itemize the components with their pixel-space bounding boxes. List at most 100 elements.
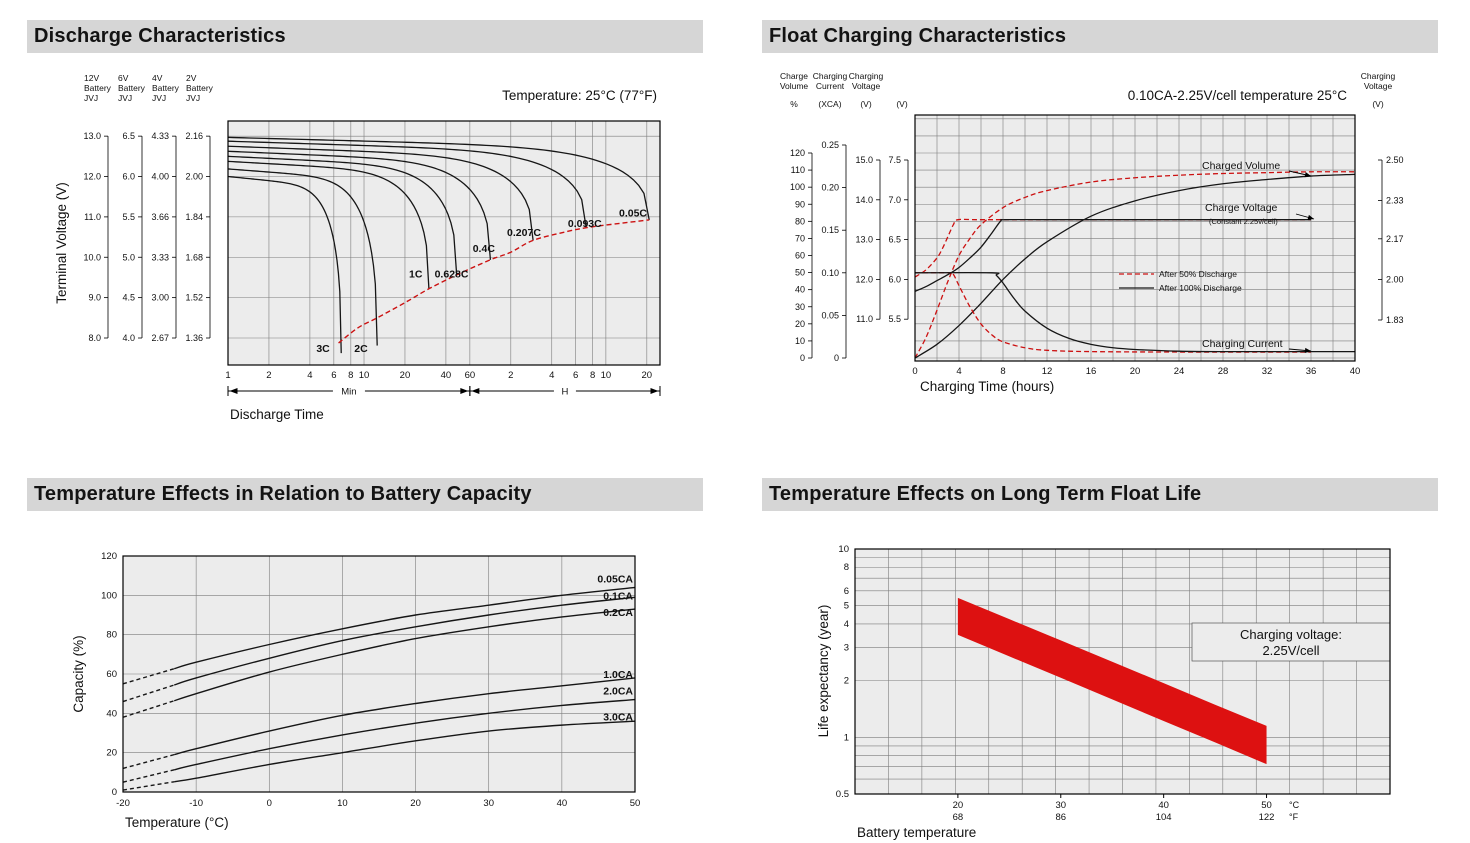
svg-text:Charge: Charge — [780, 71, 808, 81]
float-life-section-header: Temperature Effects on Long Term Float L… — [762, 478, 1438, 511]
svg-text:7.5: 7.5 — [888, 155, 901, 165]
svg-text:15.0: 15.0 — [855, 155, 873, 165]
svg-text:40: 40 — [106, 708, 117, 719]
svg-text:6: 6 — [844, 586, 849, 597]
svg-text:2: 2 — [266, 370, 271, 381]
svg-text:7.0: 7.0 — [888, 195, 901, 205]
svg-text:Charging: Charging — [849, 71, 884, 81]
svg-text:13.0: 13.0 — [83, 131, 101, 141]
svg-text:68: 68 — [953, 812, 964, 823]
svg-text:2: 2 — [844, 676, 849, 687]
svg-text:100: 100 — [101, 590, 117, 601]
svg-text:12V: 12V — [84, 73, 99, 83]
svg-text:1.68: 1.68 — [185, 252, 203, 262]
svg-text:Charging Time (hours): Charging Time (hours) — [920, 379, 1054, 394]
svg-text:Battery: Battery — [152, 83, 180, 93]
svg-text:JVJ: JVJ — [84, 93, 98, 103]
svg-text:-20: -20 — [116, 798, 130, 809]
svg-text:100: 100 — [790, 182, 805, 192]
svg-text:°F: °F — [1289, 812, 1299, 822]
svg-text:0: 0 — [912, 366, 917, 377]
svg-text:1: 1 — [225, 370, 230, 381]
svg-text:11.0: 11.0 — [856, 314, 873, 324]
svg-text:20: 20 — [400, 370, 411, 381]
svg-text:28: 28 — [1218, 366, 1229, 377]
svg-text:30: 30 — [483, 798, 494, 809]
svg-text:60: 60 — [795, 251, 805, 261]
svg-text:2.00: 2.00 — [185, 172, 203, 182]
svg-text:24: 24 — [1174, 366, 1185, 377]
svg-text:30: 30 — [795, 302, 805, 312]
svg-text:4: 4 — [307, 370, 312, 381]
svg-text:Current: Current — [816, 81, 845, 91]
svg-text:Temperature: 25°C (77°F): Temperature: 25°C (77°F) — [502, 88, 657, 103]
svg-text:8: 8 — [590, 370, 595, 381]
discharge-section-header: Discharge Characteristics — [27, 20, 703, 53]
svg-text:3C: 3C — [316, 343, 330, 355]
svg-text:Temperature (°C): Temperature (°C) — [125, 815, 229, 830]
svg-text:(V): (V) — [860, 99, 872, 109]
svg-text:6.5: 6.5 — [888, 235, 901, 245]
capacity-section-header: Temperature Effects in Relation to Batte… — [27, 478, 703, 511]
svg-text:3.33: 3.33 — [151, 252, 169, 262]
svg-text:6.5: 6.5 — [122, 131, 135, 141]
svg-text:120: 120 — [790, 148, 805, 158]
svg-text:6V: 6V — [118, 73, 129, 83]
float-charging-section-header: Float Charging Characteristics — [762, 20, 1438, 53]
svg-text:40: 40 — [441, 370, 452, 381]
svg-text:Life expectancy (year): Life expectancy (year) — [816, 605, 831, 738]
svg-text:0.628C: 0.628C — [435, 268, 469, 280]
svg-text:8: 8 — [1000, 366, 1005, 377]
svg-text:0: 0 — [112, 787, 117, 798]
svg-text:Charging: Charging — [1361, 71, 1396, 81]
svg-text:3.0CA: 3.0CA — [603, 711, 633, 723]
svg-text:5.0: 5.0 — [122, 252, 135, 262]
svg-text:0.10CA-2.25V/cell temperature: 0.10CA-2.25V/cell temperature 25°C — [1128, 88, 1348, 103]
svg-text:After 50% Discharge: After 50% Discharge — [1159, 269, 1237, 279]
svg-text:4: 4 — [549, 370, 554, 381]
svg-text:2.16: 2.16 — [185, 131, 203, 141]
svg-text:10: 10 — [359, 370, 370, 381]
svg-text:JVJ: JVJ — [152, 93, 166, 103]
svg-text:4.33: 4.33 — [151, 131, 169, 141]
svg-text:Battery: Battery — [84, 83, 112, 93]
svg-text:1: 1 — [844, 732, 849, 743]
discharge-chart: 1 2 4 6 8 10 20 40 60 2 4 6 8 10 20 13.0 12.0 11.0 10.0 9.0… — [54, 73, 661, 422]
svg-text:2: 2 — [508, 370, 513, 381]
svg-text:40: 40 — [1158, 800, 1169, 811]
svg-text:3.00: 3.00 — [151, 293, 169, 303]
svg-text:8: 8 — [844, 562, 849, 573]
panel-float-life: Temperature Effects on Long Term Float L… — [762, 478, 1438, 842]
svg-text:50: 50 — [1261, 800, 1272, 811]
svg-text:0.4C: 0.4C — [473, 243, 496, 255]
svg-text:104: 104 — [1156, 812, 1172, 823]
svg-text:4.00: 4.00 — [151, 172, 169, 182]
svg-text:120: 120 — [101, 551, 117, 562]
svg-text:1C: 1C — [409, 268, 423, 280]
svg-text:10: 10 — [795, 336, 805, 346]
svg-text:50: 50 — [795, 268, 805, 278]
svg-text:50: 50 — [630, 798, 641, 809]
svg-text:°C: °C — [1289, 800, 1300, 810]
svg-text:(V): (V) — [896, 99, 908, 109]
svg-text:40: 40 — [795, 285, 805, 295]
svg-text:10.0: 10.0 — [83, 252, 101, 262]
svg-text:H: H — [561, 387, 568, 398]
discharge-section-title: Discharge Characteristics — [34, 25, 286, 47]
svg-text:40: 40 — [1350, 366, 1361, 377]
svg-text:6.0: 6.0 — [888, 274, 901, 284]
svg-text:10: 10 — [337, 798, 348, 809]
svg-text:Capacity (%): Capacity (%) — [71, 635, 86, 712]
svg-text:4.0: 4.0 — [122, 333, 135, 343]
svg-text:122: 122 — [1259, 812, 1275, 823]
panel-discharge: Discharge Characteristics 1 2 4 6 8 10 20 40 60 2… — [27, 20, 703, 445]
svg-text:2.67: 2.67 — [151, 333, 169, 343]
svg-text:Battery: Battery — [118, 83, 146, 93]
svg-text:8.0: 8.0 — [88, 333, 101, 343]
svg-text:Charge Voltage: Charge Voltage — [1205, 202, 1278, 214]
svg-text:(V): (V) — [1372, 99, 1384, 109]
svg-text:2.17: 2.17 — [1386, 234, 1404, 244]
svg-text:3.66: 3.66 — [151, 212, 169, 222]
